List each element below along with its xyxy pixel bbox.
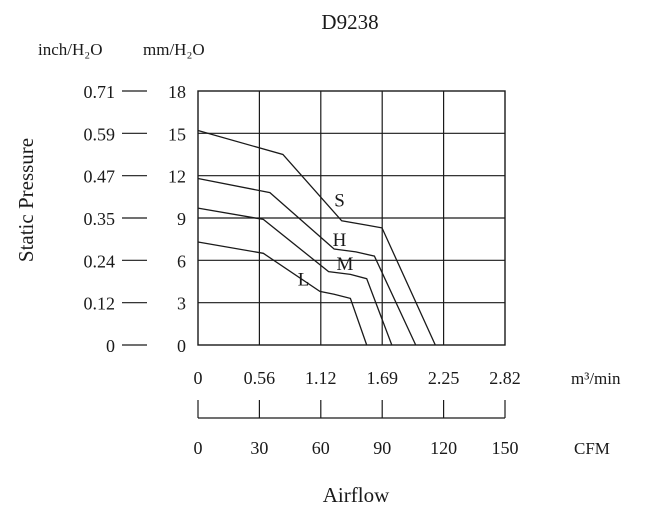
y-tick-label-mm: 0 [177, 336, 186, 356]
x-tick-label-cfm: 0 [194, 438, 203, 458]
performance-curves: SHM L [197, 129, 436, 346]
y-tick-label-mm: 18 [168, 82, 186, 102]
y-tick-label-mm: 12 [168, 167, 186, 187]
y-axis-ticks: 18 15 12 9 6 3 0 0.71 0.59 0.47 0.35 0.24 0.12 0 [84, 82, 187, 356]
x-tick-label-m3: 2.25 [428, 368, 460, 388]
y-tick-label-mm: 15 [168, 124, 186, 144]
y-unit-inch-label: inch/H₂O [38, 40, 102, 59]
curve-label-l: L [298, 270, 310, 291]
x-axis-label: Airflow [323, 483, 390, 506]
x-unit-m3-label: m³/min [571, 369, 621, 388]
curve-m [197, 207, 393, 346]
y-tick-label-mm: 6 [177, 251, 186, 271]
y-tick-label-inch: 0.47 [84, 167, 116, 187]
y-tick-label-inch: 0.24 [84, 251, 116, 271]
x-tick-label-cfm: 120 [430, 438, 457, 458]
x-tick-label-cfm: 90 [373, 438, 391, 458]
x-axis: 0 0.56 1.12 1.69 2.25 2.82 0 30 60 90 120 150 [194, 368, 521, 458]
x-tick-label-m3: 0.56 [244, 368, 276, 388]
x-tick-label-cfm: 30 [250, 438, 268, 458]
y-tick-label-inch: 0 [106, 336, 115, 356]
curve-label-m: M [337, 254, 354, 275]
y-tick-label-inch: 0.59 [84, 124, 116, 144]
curve-l [197, 241, 368, 346]
x-tick-label-m3: 2.82 [489, 368, 521, 388]
x-tick-label-cfm: 150 [492, 438, 519, 458]
x-tick-label-m3: 1.69 [366, 368, 398, 388]
curve-h [197, 177, 417, 346]
y-tick-label-inch: 0.71 [84, 82, 116, 102]
chart-title: D9238 [321, 10, 378, 34]
x-tick-label-m3: 1.12 [305, 368, 337, 388]
plot-grid [197, 90, 506, 346]
curve-s [197, 129, 436, 346]
x-tick-label-cfm: 60 [312, 438, 330, 458]
x-unit-cfm-label: CFM [574, 439, 610, 458]
y-tick-label-inch: 0.12 [84, 294, 116, 314]
y-unit-mm-label: mm/H₂O [143, 40, 205, 59]
y-axis-label: Static Pressure [14, 138, 38, 262]
y-tick-label-mm: 3 [177, 294, 186, 314]
curve-label-h: H [333, 230, 347, 251]
curve-label-s: S [334, 191, 345, 212]
y-tick-label-mm: 9 [177, 209, 186, 229]
x-tick-label-m3: 0 [194, 368, 203, 388]
y-tick-label-inch: 0.35 [84, 209, 116, 229]
